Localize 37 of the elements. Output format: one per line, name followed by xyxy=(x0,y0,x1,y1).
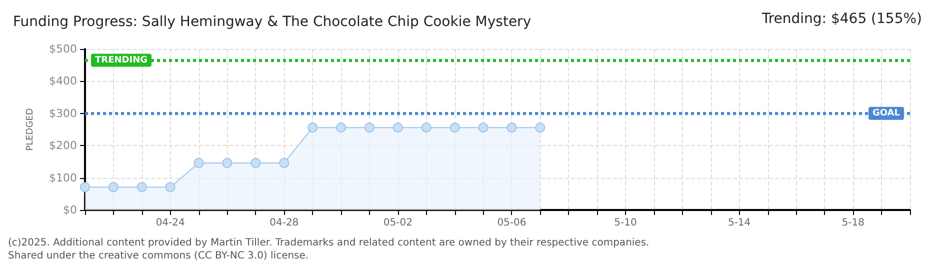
y-tick-label: $100 xyxy=(49,171,77,184)
point xyxy=(279,158,290,168)
y-tick-label: $200 xyxy=(49,139,77,152)
x-tick-label: 04-24 xyxy=(156,218,185,228)
text: Trending: $465 (155%) xyxy=(760,11,922,27)
point xyxy=(336,122,346,133)
point xyxy=(194,158,204,168)
point xyxy=(308,122,318,133)
point xyxy=(450,122,460,133)
x-tick-label: 5-10 xyxy=(614,218,637,228)
point xyxy=(222,158,232,168)
x-tick-label: 05-06 xyxy=(497,218,526,228)
x-tick-label: 5-18 xyxy=(842,218,864,228)
y-tick-label: $400 xyxy=(49,74,77,88)
y-tick-label: $500 xyxy=(49,42,77,56)
point xyxy=(250,158,261,168)
y-axis-title: PLEDGED xyxy=(26,108,36,151)
chart-title: Funding Progress: Sally Hemingway & The Chocolate Chip Cookie Mystery xyxy=(13,14,532,30)
text: (c)2025. Additional content provided by Martin Tiller. Trademarks and related content are owned by their respective companies. xyxy=(8,238,650,248)
point xyxy=(108,182,118,192)
x-tick-label: 04-28 xyxy=(270,218,299,228)
y-tick-label: $300 xyxy=(49,106,77,120)
text: Shared under the creative commons (CC BY-NC 3.0) license. xyxy=(8,250,309,262)
point xyxy=(80,182,90,192)
point xyxy=(421,122,432,133)
ref-line-label: TRENDING xyxy=(95,55,148,66)
x-tick-label: 05-02 xyxy=(383,218,412,228)
y-tick-label: $0 xyxy=(63,204,77,216)
point xyxy=(478,122,488,133)
point xyxy=(506,122,517,133)
point xyxy=(136,182,147,192)
point xyxy=(392,122,403,133)
point xyxy=(165,182,176,192)
point xyxy=(364,122,374,133)
point xyxy=(535,122,546,133)
ref-line-label: GOAL xyxy=(872,108,900,118)
x-tick-label: 5-14 xyxy=(728,218,751,228)
